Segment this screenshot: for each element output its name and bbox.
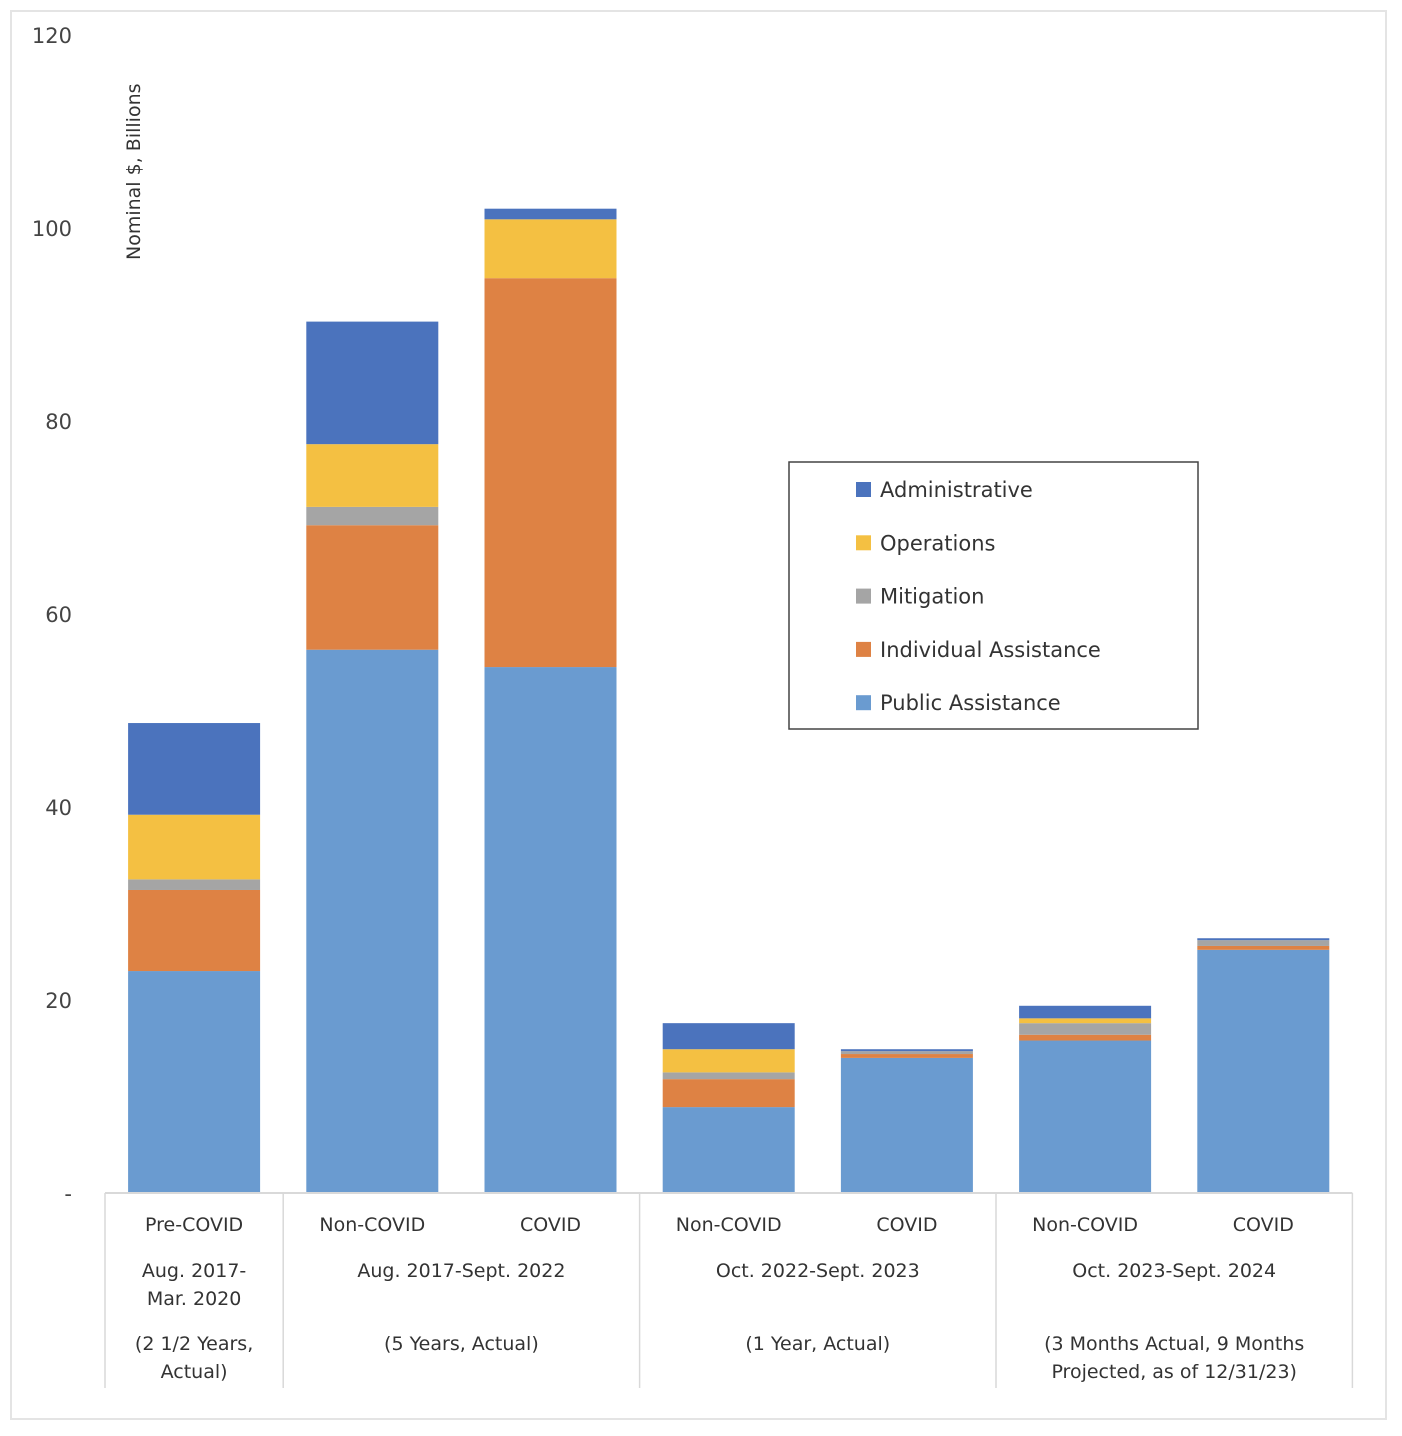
x-group-period-label: Oct. 2023-Sept. 2024 [1072, 1260, 1276, 1282]
legend: Administrative Operations Mitigation Indivi… [788, 461, 1199, 730]
y-axis-label: Nominal $, Billions [123, 83, 145, 260]
bar-segment-public-assistance [1197, 949, 1330, 1193]
bar-segment-mitigation [662, 1072, 795, 1080]
legend-swatch [856, 535, 871, 551]
bar-segment-public-assistance [840, 1057, 973, 1193]
legend-item-label: Operations [880, 531, 995, 555]
bar-segment-individual-assistance [306, 525, 439, 650]
bars [128, 208, 1330, 1193]
legend-swatch [856, 695, 871, 711]
x-group-period-label: Aug. 2017- [142, 1260, 246, 1282]
x-category-label: COVID [1233, 1214, 1294, 1236]
bar-segment-public-assistance [662, 1107, 795, 1193]
x-group-period-label: Mar. 2020 [147, 1288, 242, 1310]
y-tick-label: 80 [45, 410, 72, 434]
bar-segment-administrative [662, 1023, 795, 1050]
legend-item-label: Administrative [880, 478, 1033, 502]
legend-box [788, 461, 1199, 730]
bar-segment-mitigation [306, 506, 439, 526]
y-tick-label: 120 [32, 24, 72, 48]
bar-segment-public-assistance [128, 971, 261, 1193]
x-category-label: Non-COVID [319, 1214, 425, 1236]
bar-segment-operations [1019, 1018, 1152, 1024]
bar-segment-operations [128, 814, 261, 880]
bar-segment-administrative [128, 723, 261, 815]
x-category-label: Pre-COVID [145, 1214, 243, 1236]
legend-item-label: Public Assistance [880, 691, 1061, 715]
bar-segment-operations [306, 444, 439, 507]
y-tick-label: - [64, 1182, 72, 1206]
y-tick-label: 100 [32, 217, 72, 241]
bar-segment-individual-assistance [662, 1079, 795, 1108]
bar-segment-individual-assistance [1019, 1034, 1152, 1041]
legend-swatch [856, 641, 871, 657]
bar-segment-administrative [1197, 938, 1330, 941]
bar-segment-mitigation [1019, 1023, 1152, 1035]
bar-segment-mitigation [840, 1051, 973, 1055]
bar-segment-public-assistance [1019, 1040, 1152, 1193]
legend-item-label: Mitigation [880, 585, 984, 609]
x-group-note-label: (1 Year, Actual) [745, 1333, 890, 1355]
legend-swatch [856, 482, 871, 497]
bar-segment-individual-assistance [840, 1054, 973, 1058]
y-tick-label: 60 [45, 603, 72, 627]
x-group-period-label: Aug. 2017-Sept. 2022 [357, 1260, 565, 1282]
x-category-label: Non-COVID [1032, 1214, 1138, 1236]
x-category-label: Non-COVID [676, 1214, 782, 1236]
x-category-label: COVID [520, 1214, 581, 1236]
x-group-note-label: (2 1/2 Years, [135, 1333, 253, 1355]
bar-segment-administrative [484, 208, 617, 220]
bar-segment-administrative [306, 321, 439, 445]
bar-segment-operations [662, 1049, 795, 1073]
x-category-label: COVID [876, 1214, 937, 1236]
bar-segment-mitigation [128, 879, 261, 890]
legend-swatch [856, 588, 871, 604]
y-tick-label: 20 [45, 989, 72, 1013]
bar-segment-individual-assistance [128, 889, 261, 972]
x-group-note-label: Actual) [161, 1361, 228, 1383]
bar-segment-public-assistance [306, 649, 439, 1193]
bar-segment-administrative [1019, 1005, 1152, 1019]
x-axis: Pre-COVID Non-COVID COVID Non-COVID COVID Non… [104, 1192, 1354, 1388]
bar-segment-administrative [840, 1049, 973, 1052]
x-group-note-label: Projected, as of 12/31/23) [1051, 1361, 1297, 1383]
legend-item-label: Individual Assistance [880, 638, 1101, 662]
y-axis: - 20 40 60 80 100 120 [32, 24, 72, 1206]
x-group-note-label: (5 Years, Actual) [384, 1333, 539, 1355]
bar-segment-public-assistance [484, 667, 617, 1193]
bar-segment-operations [484, 219, 617, 279]
x-group-note-label: (3 Months Actual, 9 Months [1044, 1333, 1304, 1355]
bar-segment-mitigation [1197, 940, 1330, 946]
x-group-period-label: Oct. 2022-Sept. 2023 [716, 1260, 920, 1282]
bar-segment-individual-assistance [1197, 945, 1330, 950]
y-tick-label: 40 [45, 796, 72, 820]
bar-segment-individual-assistance [484, 278, 617, 668]
